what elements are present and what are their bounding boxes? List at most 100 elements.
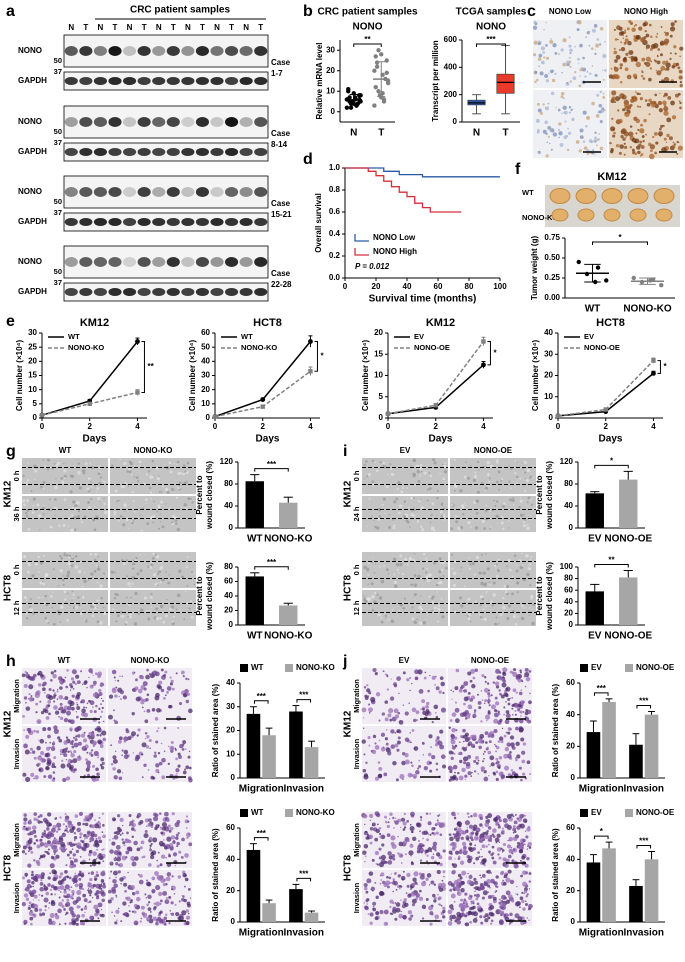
texture — [431, 721, 434, 724]
texture — [456, 826, 458, 829]
texture — [460, 525, 464, 530]
texture — [155, 768, 160, 773]
legend-label: WT — [241, 332, 253, 341]
texture — [100, 878, 105, 883]
texture — [374, 563, 377, 565]
texture — [460, 466, 462, 469]
texture — [72, 768, 76, 772]
texture — [363, 902, 366, 904]
texture — [133, 622, 138, 626]
data-point — [135, 390, 140, 395]
texture — [163, 839, 165, 841]
texture — [502, 676, 505, 679]
texture — [113, 709, 115, 712]
texture — [363, 727, 365, 729]
texture — [153, 816, 159, 822]
texture — [536, 102, 540, 106]
texture — [137, 728, 141, 732]
texture — [419, 830, 421, 833]
bar — [586, 732, 601, 778]
texture — [33, 842, 36, 845]
cell-line-label: KM12 — [343, 480, 354, 507]
texture — [473, 911, 479, 917]
texture — [390, 873, 392, 875]
y-tick-label: 0.50 — [544, 253, 560, 262]
time-label: 0 h — [352, 564, 361, 575]
texture — [365, 890, 369, 894]
texture — [509, 568, 512, 572]
texture — [187, 755, 191, 759]
texture — [151, 459, 155, 463]
texture — [119, 817, 124, 822]
texture — [124, 510, 126, 512]
texture — [443, 469, 448, 474]
texture — [522, 772, 526, 776]
band — [166, 77, 180, 85]
texture — [431, 832, 434, 835]
texture — [435, 583, 439, 587]
texture — [53, 700, 56, 703]
texture — [485, 504, 488, 507]
texture — [532, 25, 538, 30]
texture — [515, 893, 517, 895]
texture — [162, 621, 166, 624]
texture — [460, 898, 464, 902]
texture — [495, 710, 498, 713]
texture — [527, 907, 531, 911]
texture — [72, 680, 76, 684]
texture — [71, 599, 73, 601]
texture — [395, 907, 401, 913]
texture — [54, 710, 60, 715]
texture — [39, 841, 45, 847]
texture — [519, 859, 522, 862]
texture — [460, 566, 463, 569]
texture — [529, 607, 532, 609]
texture — [50, 893, 53, 896]
texture — [452, 571, 457, 576]
y-tick-label: 30 — [28, 328, 37, 337]
texture — [77, 471, 81, 475]
texture — [679, 106, 682, 110]
texture — [69, 490, 73, 494]
texture — [46, 827, 50, 831]
texture — [611, 117, 614, 120]
texture — [662, 60, 667, 65]
cell-line-label: KM12 — [343, 710, 354, 737]
texture — [30, 885, 33, 888]
texture — [54, 694, 57, 697]
texture — [381, 712, 386, 716]
texture — [37, 815, 40, 819]
texture — [168, 896, 171, 899]
band — [195, 148, 209, 156]
band — [195, 288, 209, 296]
texture — [496, 574, 499, 578]
texture — [177, 916, 182, 921]
texture — [427, 752, 432, 757]
texture — [568, 111, 572, 114]
texture — [426, 567, 428, 570]
texture — [394, 817, 397, 820]
texture — [45, 741, 47, 744]
x-tick-label: Invasion — [623, 784, 664, 795]
survival-curve — [345, 167, 500, 178]
texture — [386, 833, 391, 837]
texture — [435, 768, 439, 771]
texture — [389, 905, 392, 909]
ihc-label: NONO Low — [549, 7, 592, 16]
texture — [431, 845, 437, 851]
y-axis-label: Cell number (×10⁴) — [15, 340, 24, 412]
texture — [370, 886, 376, 891]
texture — [654, 93, 658, 97]
texture — [421, 904, 427, 909]
texture — [579, 43, 583, 48]
texture — [507, 731, 511, 735]
texture — [123, 749, 129, 755]
texture — [115, 862, 119, 866]
texture — [379, 882, 382, 885]
texture — [415, 710, 420, 715]
texture — [439, 833, 443, 836]
y-tick-label: 20 — [566, 886, 575, 895]
texture — [135, 696, 141, 702]
texture — [159, 903, 162, 905]
texture — [456, 919, 462, 925]
